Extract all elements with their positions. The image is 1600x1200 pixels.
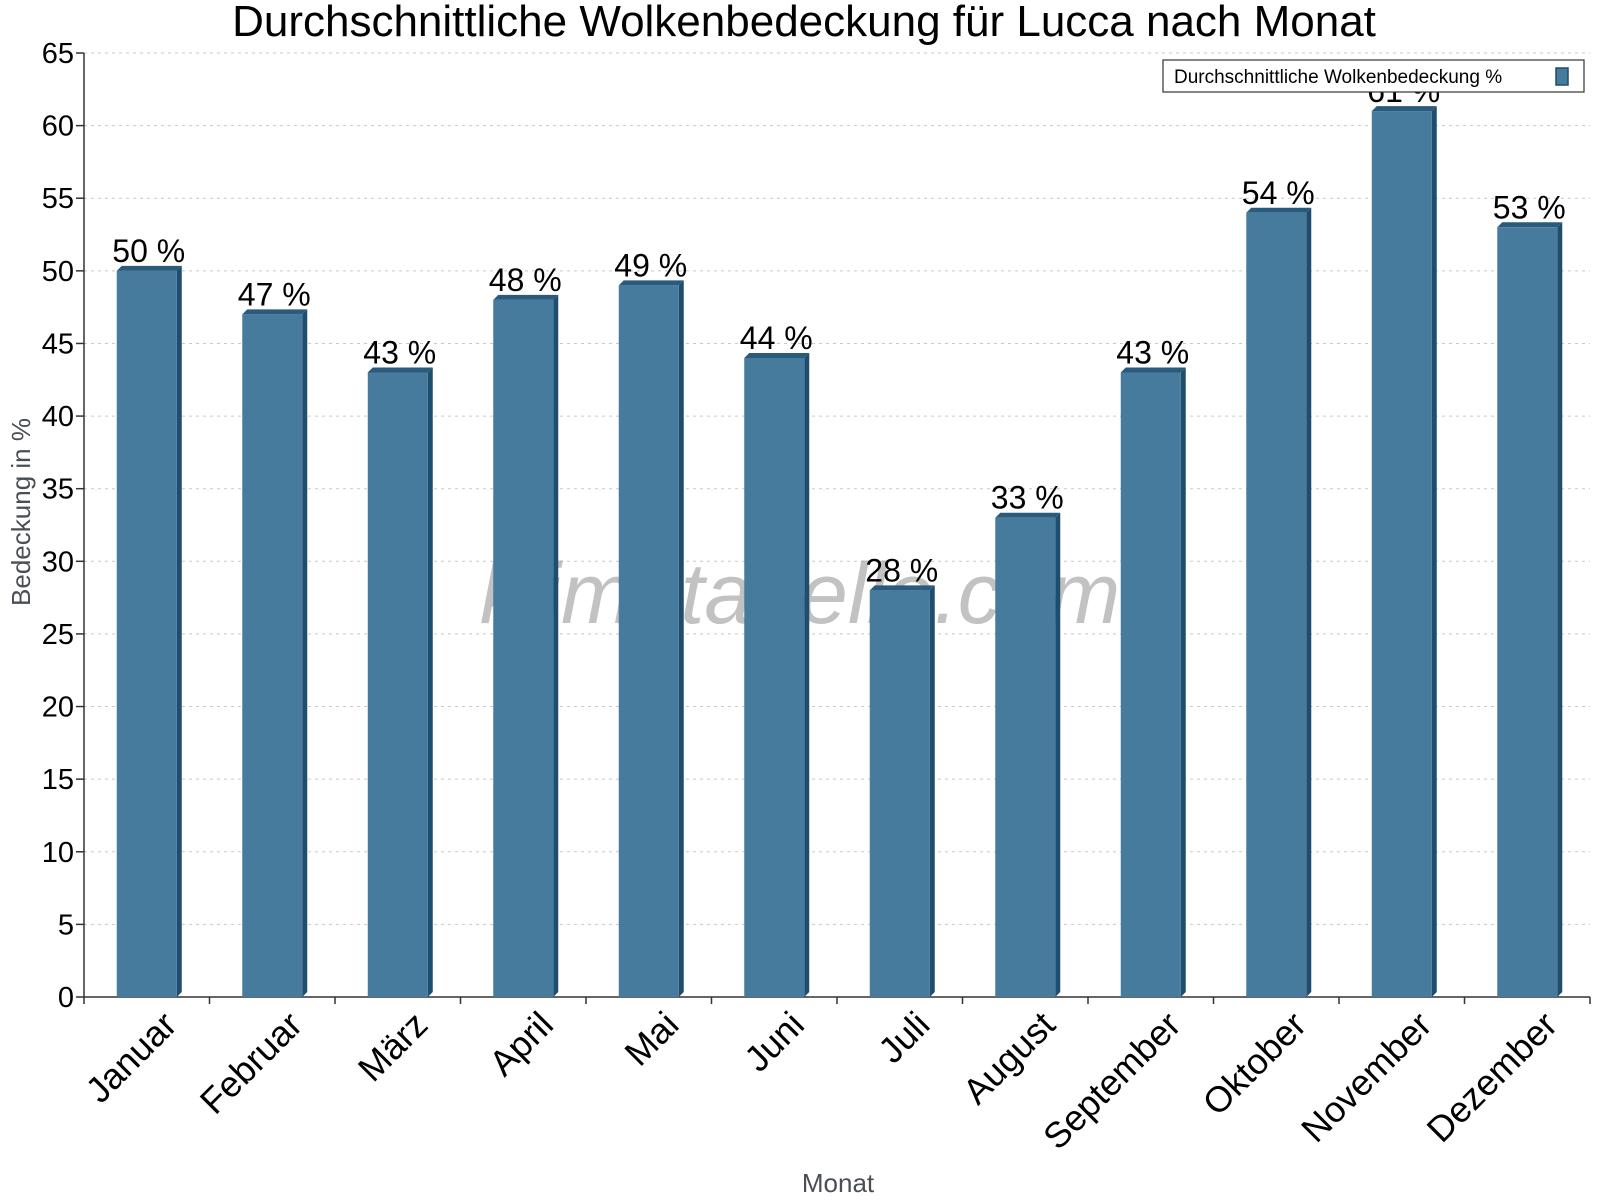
bar-side <box>302 309 308 997</box>
bar-front <box>242 314 303 997</box>
bar <box>493 294 559 997</box>
bar-top <box>242 309 308 315</box>
data-label: 43 % <box>1116 335 1189 371</box>
legend: Durchschnittliche Wolkenbedeckung % <box>1162 59 1585 93</box>
bar <box>1497 222 1563 997</box>
bar <box>744 352 810 997</box>
bar-top <box>995 512 1061 518</box>
bar <box>367 367 433 997</box>
y-tick-label: 50 <box>42 256 74 288</box>
data-label: 50 % <box>112 233 185 269</box>
x-tick-label: Mai <box>616 1004 686 1074</box>
bar <box>1120 367 1186 997</box>
bar-front <box>367 372 428 997</box>
y-tick-label: 30 <box>42 546 74 578</box>
bar-front <box>869 590 930 997</box>
bar-side <box>1055 512 1061 997</box>
y-tick-label: 65 <box>42 38 74 70</box>
chart-title: Durchschnittliche Wolkenbedeckung für Lu… <box>232 0 1376 46</box>
legend-swatch <box>1555 67 1569 86</box>
x-axis: Januar Februar März April Mai Juni Juli AugustS… <box>78 996 1591 1158</box>
bar <box>242 309 308 997</box>
data-label: 47 % <box>238 276 311 312</box>
y-axis-label: Bedeckung in % <box>6 418 36 606</box>
bar-side <box>553 294 559 997</box>
bar-side <box>176 265 182 997</box>
bar-top <box>1497 222 1563 228</box>
bar-top <box>1246 207 1312 213</box>
legend-label: Durchschnittliche Wolkenbedeckung % <box>1174 67 1502 88</box>
data-label: 53 % <box>1493 189 1566 225</box>
y-axis: 0 5 10 15 20 25 30 35 40 45 50 55 60 65 <box>42 38 85 1014</box>
bar <box>869 585 935 997</box>
legend-box <box>1162 59 1585 93</box>
x-tick-label: Juli <box>870 1004 937 1071</box>
bar <box>1246 207 1312 997</box>
bar <box>995 512 1061 997</box>
data-label: 54 % <box>1242 175 1315 211</box>
bar-front <box>1120 372 1181 997</box>
bar-front <box>744 357 805 997</box>
bar-front <box>493 299 554 997</box>
bar-front <box>618 285 679 997</box>
bar-front <box>1371 111 1432 998</box>
bar-side <box>1306 207 1312 997</box>
y-tick-label: 20 <box>42 692 74 724</box>
x-tick-label: Dezember <box>1418 1004 1564 1150</box>
x-tick-label: November <box>1293 1004 1439 1150</box>
bar-side <box>1180 367 1186 997</box>
x-tick-label: März <box>350 1004 436 1090</box>
bar-top <box>618 280 684 286</box>
y-tick-label: 40 <box>42 401 74 433</box>
bar-side <box>804 352 810 997</box>
bar-top <box>1371 106 1437 112</box>
x-tick-label: Februar <box>192 1004 310 1122</box>
y-tick-label: 10 <box>42 837 74 869</box>
bar-side <box>1431 106 1437 998</box>
data-label: 44 % <box>740 320 813 356</box>
bar-top <box>493 294 559 300</box>
x-tick-label: April <box>481 1004 561 1084</box>
bar-front <box>1246 212 1307 997</box>
bar-front <box>116 270 177 997</box>
data-label: 49 % <box>614 247 687 283</box>
grid-lines <box>84 52 1590 925</box>
bar-side <box>929 585 935 997</box>
y-tick-label: 15 <box>42 764 74 796</box>
x-tick-label: Oktober <box>1194 1004 1314 1124</box>
bar <box>1371 106 1437 998</box>
bars <box>116 106 1563 998</box>
bar-top <box>116 265 182 271</box>
data-labels: 50 % 47 % 43 % 48 % 49 % 44 % 28 % 33 % 43 % 54 %… <box>112 73 1565 588</box>
x-tick-label: September <box>1035 1004 1189 1158</box>
x-tick-label: August <box>955 1004 1063 1112</box>
y-tick-label: 25 <box>42 619 74 651</box>
y-tick-label: 35 <box>42 474 74 506</box>
data-label: 48 % <box>489 262 562 298</box>
x-tick-label: Januar <box>78 1004 185 1111</box>
bar-top <box>367 367 433 373</box>
data-label: 33 % <box>991 480 1064 516</box>
data-label: 28 % <box>865 552 938 588</box>
bar-front <box>1497 227 1558 997</box>
bar-top <box>869 585 935 591</box>
y-tick-label: 5 <box>58 909 74 941</box>
y-tick-label: 45 <box>42 328 74 360</box>
bar-side <box>678 280 684 997</box>
bar-top <box>744 352 810 358</box>
data-label: 43 % <box>363 335 436 371</box>
bar-side <box>1557 222 1563 997</box>
x-tick-label: Juni <box>736 1004 812 1080</box>
x-axis-label: Monat <box>802 1168 875 1198</box>
bar <box>618 280 684 997</box>
bar-side <box>427 367 433 997</box>
bar-top <box>1120 367 1186 373</box>
bar <box>116 265 182 997</box>
y-tick-label: 0 <box>58 982 74 1014</box>
y-tick-label: 60 <box>42 111 74 143</box>
bar-front <box>995 517 1056 997</box>
y-tick-label: 55 <box>42 183 74 215</box>
